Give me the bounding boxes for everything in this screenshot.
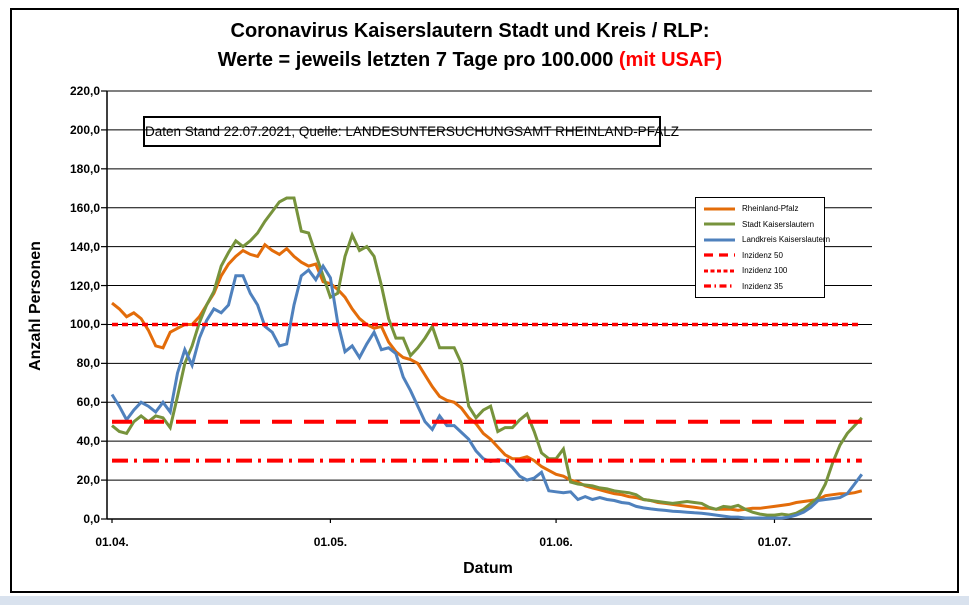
x-tick-label: 01.04.: [95, 535, 129, 549]
legend-line-sample: [704, 207, 735, 211]
y-tick-label: 120,0: [69, 278, 100, 293]
y-tick-label: 140,0: [69, 239, 100, 254]
legend-item-label: Landkreis Kaiserslautern: [742, 235, 831, 245]
legend-line-sample: [704, 284, 735, 288]
series-line-rheinland-pfalz: [111, 242, 863, 512]
x-tick-label: 01.06.: [539, 535, 573, 549]
y-tick-label: 0,0: [83, 512, 100, 526]
legend-item-label: Inzidenz 50: [742, 250, 783, 260]
legend-line-sample: [704, 238, 735, 242]
y-tick-label: 100,0: [69, 317, 100, 332]
x-tick-label: 01.07.: [757, 535, 792, 549]
legend-item-stadt-kaiserslautern: Stadt Kaiserslautern: [703, 218, 824, 231]
legend-item-inzidenz-100: Inzidenz 100: [703, 264, 824, 277]
legend-item-landkreis-kaiserslautern: Landkreis Kaiserslautern: [703, 233, 830, 246]
legend-line-sample: [704, 222, 735, 226]
series-line-stadt-kaiserslautern: [111, 196, 863, 517]
legend-item-label: Rheinland-Pfalz: [742, 204, 799, 214]
x-tick-label: 01.05.: [313, 535, 348, 549]
legend-item-label: Stadt Kaiserslautern: [742, 219, 815, 229]
title-line-1: Coronavirus Kaiserslautern Stadt und Kre…: [230, 20, 710, 42]
y-tick-label: 220,0: [69, 84, 100, 98]
legend: Rheinland-Pfalz Stadt Kaiserslautern Lan…: [695, 197, 830, 298]
data-stand-box: Daten Stand 22.07.2021, Quelle: LANDESUN…: [143, 116, 679, 147]
legend-item-inzidenz-50: Inzidenz 50: [703, 249, 824, 262]
y-tick-label: 20,0: [76, 473, 100, 488]
y-tick-label: 80,0: [76, 356, 100, 371]
title-line-2: Werte = jeweils letzten 7 Tage pro 100.0…: [217, 49, 723, 71]
legend-item-label: Inzidenz 100: [742, 266, 788, 276]
legend-item-label: Inzidenz 35: [742, 281, 783, 291]
bottom-strip: [0, 596, 969, 605]
legend-line-sample: [704, 253, 735, 257]
chart-title: Coronavirus Kaiserslautern Stadt und Kre…: [0, 17, 940, 75]
plot-area: [101, 90, 872, 523]
y-tick-label: 60,0: [76, 395, 100, 410]
chart-frame: [10, 8, 959, 593]
x-axis-title: Datum: [463, 560, 513, 577]
legend-item-inzidenz-35: Inzidenz 35: [703, 280, 824, 293]
title-usaf-note: (mit USAF): [618, 49, 723, 71]
y-tick-label: 160,0: [69, 200, 100, 215]
legend-item-rheinland-pfalz: Rheinland-Pfalz: [703, 202, 824, 215]
y-tick-label: 40,0: [76, 434, 100, 449]
y-tick-label: 180,0: [69, 161, 100, 176]
y-tick-label: 200,0: [69, 122, 100, 137]
legend-line-sample: [704, 269, 735, 273]
